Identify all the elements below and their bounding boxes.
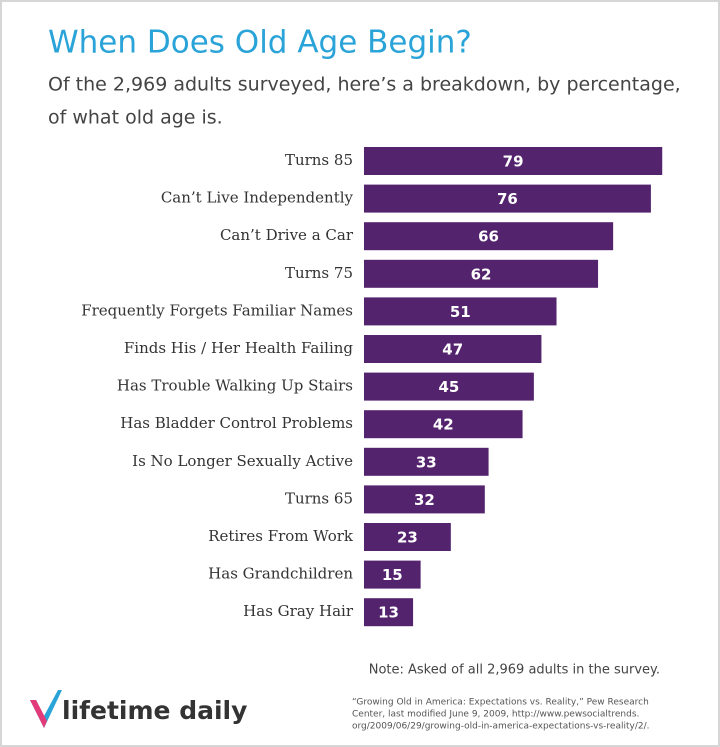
logo: lifetime daily [62,696,247,725]
bar [364,485,485,514]
subtitle: of what old age is. [48,107,223,129]
value-label: 15 [382,566,403,584]
value-label: 13 [378,604,399,622]
category-label: Turns 65 [285,489,353,507]
category-label: Can’t Drive a Car [220,226,354,244]
category-label: Can’t Live Independently [161,189,354,207]
category-label: Finds His / Her Health Failing [124,339,354,357]
source: Center, last modified June 9, 2009, http… [352,710,639,720]
bar [364,598,414,627]
category-label: Frequently Forgets Familiar Names [81,301,353,319]
bar [364,447,489,476]
bar [364,297,557,326]
category-label: Turns 85 [285,151,353,169]
category-label: Has Grandchildren [208,565,353,583]
bar [364,259,599,288]
category-label: Is No Longer Sexually Active [132,452,353,470]
value-label: 62 [471,265,492,283]
value-label: 32 [414,491,435,509]
value-label: 23 [397,529,418,547]
category-label: Has Gray Hair [243,602,354,620]
category-label: Has Bladder Control Problems [120,414,353,432]
value-label: 47 [442,341,463,359]
note: Note: Asked of all 2,969 adults in the s… [369,663,660,678]
value-label: 45 [439,378,460,396]
source: org/2009/06/29/growing-old-in-america-ex… [352,722,649,732]
value-label: 42 [433,416,454,434]
logo-mark [30,700,47,728]
bar [364,372,534,401]
category-label: Turns 75 [285,264,353,282]
value-label: 51 [450,303,471,321]
value-label: 33 [416,453,437,471]
value-label: 66 [478,228,499,246]
bar [364,335,542,363]
chart-title: When Does Old Age Begin? [48,25,472,61]
bar [364,222,614,251]
value-label: 79 [503,153,524,171]
bar [364,147,663,175]
value-label: 76 [497,190,518,208]
subtitle: Of the 2,969 adults surveyed, here’s a b… [48,74,681,96]
category-label: Retires From Work [208,527,354,545]
bar [364,523,451,551]
logo-mark [30,690,62,728]
bar [364,560,421,589]
category-label: Has Trouble Walking Up Stairs [117,377,353,395]
source: “Growing Old in America: Expectations vs… [352,698,649,708]
bar [364,410,523,439]
bar [364,184,651,213]
